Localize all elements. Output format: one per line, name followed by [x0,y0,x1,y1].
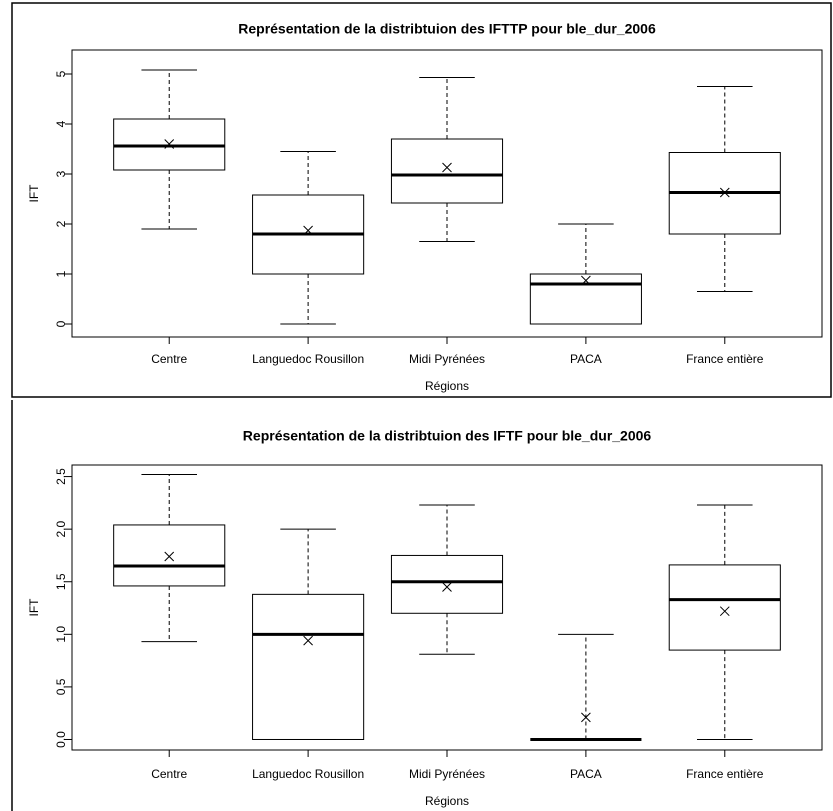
x-tick-label: Languedoc Rousillon [252,352,364,366]
y-tick-label: 0 [54,320,68,327]
x-tick-label: Midi Pyrénées [409,767,485,781]
x-axis-label: Régions [425,794,469,808]
y-axis-label: IFT [27,598,41,617]
box [113,524,226,587]
box [390,138,504,204]
mean-marker [442,162,452,173]
x-tick-label: France entière [686,352,764,366]
chart-title: Représentation de la distribtuion des IF… [238,21,656,37]
x-tick-label: PACA [570,352,602,366]
x-tick-label: France entière [686,767,764,781]
y-tick-label: 1.5 [54,573,68,590]
mean-marker [303,635,313,646]
x-tick-label: Midi Pyrénées [409,352,485,366]
y-tick-label: 2.5 [54,468,68,485]
box [390,554,504,614]
y-tick-label: 5 [54,70,68,77]
y-tick-label: 2 [54,220,68,227]
y-axis-label: IFT [27,184,41,203]
y-tick-label: 4 [54,120,68,127]
mean-marker [164,139,175,149]
mean-marker [581,275,591,286]
mean-marker [719,606,730,617]
y-tick-label: 0.5 [54,678,68,695]
chart-title: Représentation de la distribtuion des IF… [243,428,652,444]
x-tick-label: Centre [151,767,187,781]
y-tick-label: 0.0 [54,731,68,748]
mean-marker [442,582,452,592]
mean-marker [581,712,591,723]
y-tick-label: 2.0 [54,520,68,537]
y-tick-label: 3 [54,170,68,177]
x-axis-label: Régions [425,379,469,393]
mean-marker [164,551,175,562]
frame [11,2,832,398]
x-tick-label: PACA [570,767,602,781]
x-tick-label: Languedoc Rousillon [252,767,364,781]
mean-marker [303,225,313,236]
y-tick-label: 1.0 [54,626,68,643]
box [529,273,642,325]
box [252,593,365,740]
mean-marker [719,187,730,198]
box [668,564,781,651]
y-tick-label: 1 [54,270,68,277]
x-tick-label: Centre [151,352,187,366]
